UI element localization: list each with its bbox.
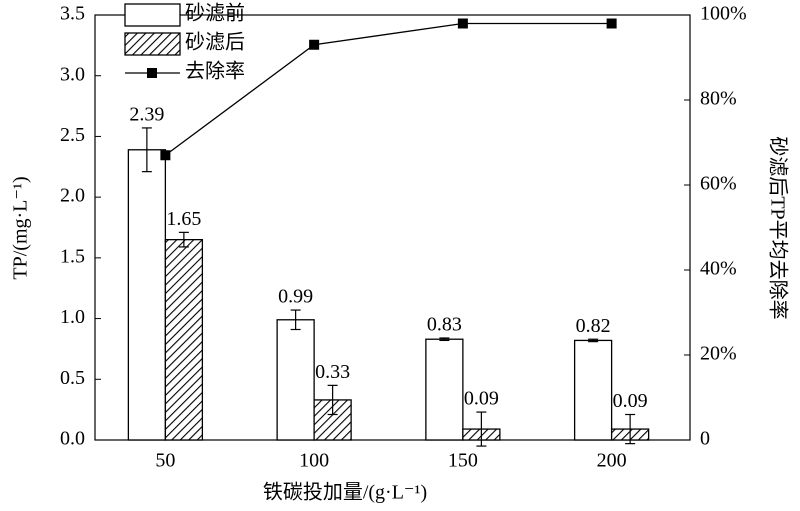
- data-label: 0.09: [613, 390, 648, 412]
- legend-marker: [147, 68, 157, 78]
- data-label: 0.99: [278, 286, 313, 308]
- data-label: 0.83: [427, 314, 462, 336]
- line-marker: [309, 39, 320, 50]
- x-tick-label: 150: [448, 450, 478, 472]
- y2-tick-label: 100%: [700, 3, 747, 25]
- y-tick-label: 0.5: [60, 367, 85, 389]
- data-label: 0.09: [464, 388, 499, 410]
- error-bar: [588, 338, 599, 343]
- y-tick-label: 2.0: [60, 185, 85, 207]
- bar: [276, 319, 315, 441]
- line-series: [164, 22, 612, 156]
- error-bar: [439, 337, 450, 342]
- error-bar: [327, 384, 338, 416]
- y2-tick-label: 20%: [700, 343, 737, 365]
- legend-swatch: [124, 3, 181, 27]
- y2-tick-label: 80%: [700, 88, 737, 110]
- y-tick-label: 1.5: [60, 245, 85, 267]
- legend-swatch: [124, 32, 181, 56]
- y-tick-label: 3.5: [60, 3, 85, 25]
- data-label: 2.39: [129, 104, 164, 126]
- y-tick-label: 2.5: [60, 124, 85, 146]
- line-marker: [606, 18, 617, 29]
- x-tick-label: 200: [597, 450, 627, 472]
- y-tick-label: 0.0: [60, 428, 85, 450]
- y2-tick-label: 60%: [700, 173, 737, 195]
- error-bar: [476, 411, 487, 447]
- x-tick-label: 100: [299, 450, 329, 472]
- bar: [127, 149, 167, 441]
- data-label: 0.33: [315, 361, 350, 383]
- bar: [425, 338, 464, 441]
- legend-label: 去除率: [185, 60, 245, 83]
- x-axis-label: 铁碳投加量/(g·L⁻¹): [263, 481, 427, 504]
- x-tick-label: 50: [155, 450, 175, 472]
- plot-frame: [94, 14, 691, 441]
- data-label: 1.65: [166, 208, 201, 230]
- bar: [573, 339, 613, 441]
- line-marker: [457, 18, 468, 29]
- bar: [164, 238, 204, 441]
- data-label: 0.82: [576, 315, 611, 337]
- error-bar: [290, 309, 301, 331]
- error-bar: [141, 127, 152, 173]
- error-bar: [625, 413, 636, 445]
- legend-label: 砂滤后: [185, 31, 245, 54]
- y-axis-label: TP/(mg·L⁻¹): [10, 176, 32, 279]
- y2-tick-label: 0: [700, 428, 710, 450]
- y-tick-label: 3.0: [60, 63, 85, 85]
- line-marker: [160, 150, 171, 161]
- y2-axis-label: 砂滤后TP平均去除率: [766, 136, 789, 319]
- y2-tick-label: 40%: [700, 258, 737, 280]
- error-bar: [178, 231, 189, 248]
- y-tick-label: 1.0: [60, 306, 85, 328]
- legend-label: 砂滤前: [185, 2, 245, 25]
